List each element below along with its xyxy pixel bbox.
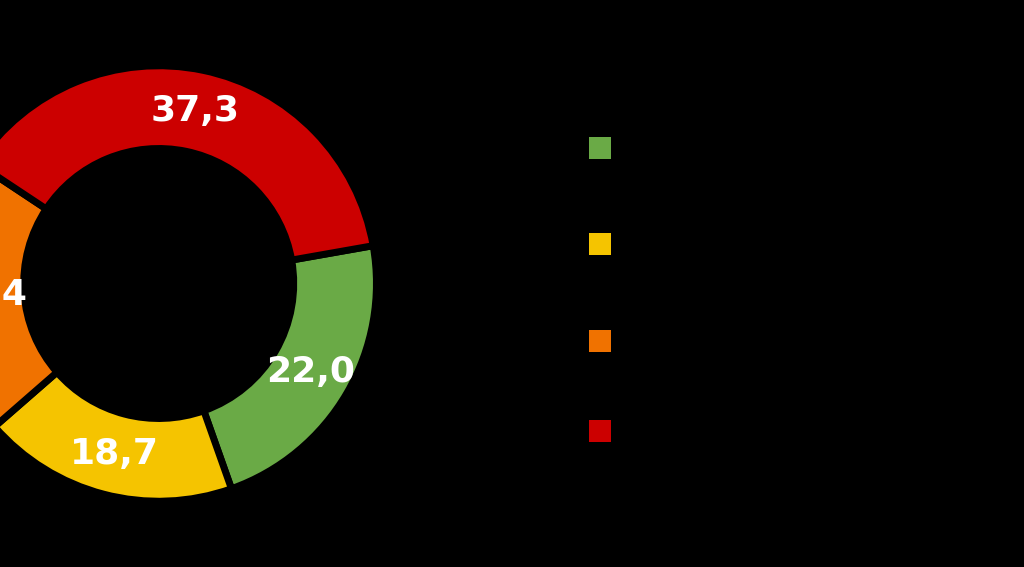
- Wedge shape: [0, 163, 57, 426]
- Wedge shape: [0, 66, 373, 260]
- Text: 37,3: 37,3: [151, 94, 240, 128]
- Text: 22,0: 22,0: [266, 356, 355, 390]
- Text: 20,4: 20,4: [0, 278, 28, 312]
- Text: 18,7: 18,7: [70, 437, 159, 471]
- Wedge shape: [0, 373, 231, 501]
- Wedge shape: [204, 246, 377, 489]
